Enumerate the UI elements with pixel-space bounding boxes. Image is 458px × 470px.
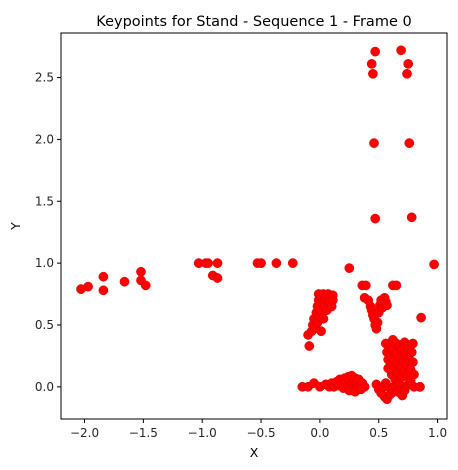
data-point-3 xyxy=(98,285,109,296)
data-point-166 xyxy=(369,138,379,148)
data-point-155 xyxy=(408,338,418,349)
data-point-15 xyxy=(256,258,266,268)
data-point-5 xyxy=(136,266,146,277)
data-point-169 xyxy=(406,212,417,223)
data-point-165 xyxy=(403,59,414,69)
data-point-40 xyxy=(318,313,329,324)
y-axis: 0.0 0.5 1.0 1.5 2.0 2.5 xyxy=(35,71,61,394)
x-tick-label: −0.5 xyxy=(246,426,275,440)
data-point-36 xyxy=(316,326,326,337)
x-axis-label: X xyxy=(250,445,259,460)
data-point-160 xyxy=(366,59,377,69)
data-point-161 xyxy=(368,68,378,79)
y-tick-label: 2.0 xyxy=(35,132,54,146)
data-point-168 xyxy=(370,213,381,224)
data-point-162 xyxy=(370,46,381,57)
data-point-4 xyxy=(119,276,130,287)
data-point-12 xyxy=(212,273,223,283)
data-point-13 xyxy=(212,258,223,268)
data-point-16 xyxy=(271,258,282,268)
y-tick-label: 1.0 xyxy=(35,256,54,270)
x-tick-label: 1.0 xyxy=(428,426,447,440)
data-point-2 xyxy=(98,271,109,282)
y-tick-label: 2.5 xyxy=(35,71,54,85)
data-point-78 xyxy=(356,384,366,395)
y-tick-label: 1.5 xyxy=(35,194,54,208)
data-point-90 xyxy=(372,317,383,328)
x-tick-label: 0.5 xyxy=(369,426,388,440)
points-layer xyxy=(76,45,439,405)
data-point-1 xyxy=(83,281,93,292)
data-point-98 xyxy=(382,300,392,311)
plot-frame xyxy=(60,32,448,420)
data-point-50 xyxy=(327,295,338,306)
data-point-154 xyxy=(408,357,418,367)
data-point-17 xyxy=(287,258,298,268)
data-point-159 xyxy=(415,381,425,392)
data-point-164 xyxy=(402,68,412,79)
data-point-153 xyxy=(406,347,417,358)
y-tick-label: 0.5 xyxy=(35,318,54,332)
data-point-157 xyxy=(416,312,426,323)
data-point-167 xyxy=(404,138,415,148)
y-tick-label: 0.0 xyxy=(35,380,54,394)
x-tick-label: 0.0 xyxy=(310,426,329,440)
x-axis: −2.0 −1.5 −1.0 −0.5 0.0 0.5 1.0 xyxy=(70,419,447,440)
data-point-23 xyxy=(304,341,315,351)
data-point-158 xyxy=(429,259,439,270)
data-point-156 xyxy=(409,369,419,380)
data-point-10 xyxy=(203,258,213,268)
data-point-7 xyxy=(140,280,151,291)
data-point-81 xyxy=(360,280,371,291)
y-axis-label: Y xyxy=(8,222,23,231)
x-tick-label: −1.0 xyxy=(188,426,217,440)
data-point-79 xyxy=(344,263,355,273)
data-point-100 xyxy=(391,280,402,291)
x-tick-label: −1.5 xyxy=(129,426,158,440)
x-tick-label: −2.0 xyxy=(70,426,99,440)
data-point-163 xyxy=(396,45,406,56)
chart-title: Keypoints for Stand - Sequence 1 - Frame… xyxy=(96,14,411,30)
